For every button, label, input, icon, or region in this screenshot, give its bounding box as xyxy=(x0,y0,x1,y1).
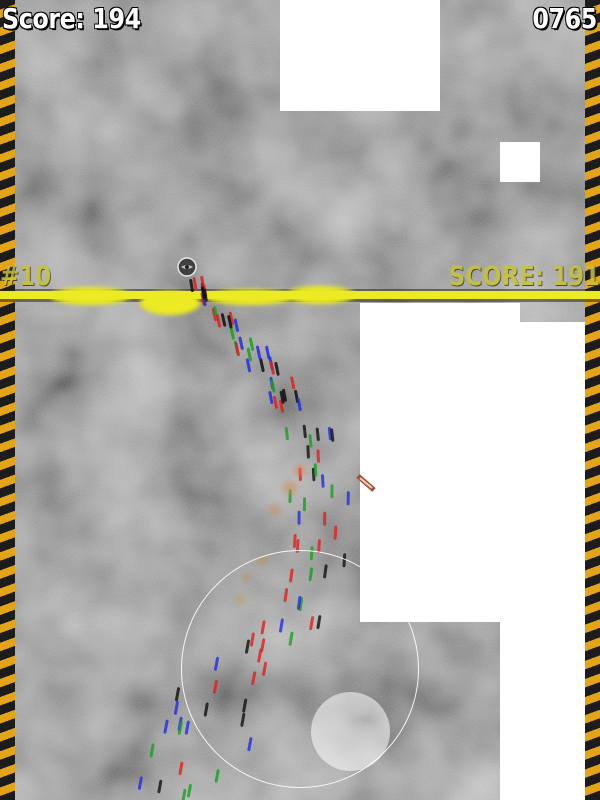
trail-particle xyxy=(330,428,335,442)
trail-particle xyxy=(284,426,289,441)
trail-particle xyxy=(157,779,163,794)
trail-particle xyxy=(211,308,217,322)
wall-block-bottom-right xyxy=(500,622,600,800)
trail-particle xyxy=(184,720,190,735)
trail-particle xyxy=(265,345,271,360)
trail-particle xyxy=(203,288,208,302)
player-ball-icon xyxy=(177,257,197,277)
trail-particle xyxy=(302,424,307,439)
trail-particle xyxy=(270,379,276,393)
trail-particle xyxy=(246,347,252,362)
trail-particle xyxy=(311,467,316,482)
trail-particle xyxy=(201,286,206,300)
wall-block-top xyxy=(280,0,440,111)
joystick-knob[interactable] xyxy=(311,692,390,771)
trail-particle xyxy=(181,788,187,800)
trail-particle xyxy=(269,361,275,375)
hazard-stripe-right xyxy=(585,0,600,800)
trail-particle xyxy=(295,539,300,553)
trail-particle xyxy=(315,427,320,441)
trail-particle xyxy=(189,278,194,293)
trail-particle xyxy=(228,311,234,326)
wall-block-large xyxy=(360,303,520,622)
timer-display: 0765 xyxy=(532,2,597,35)
trail-particle xyxy=(333,525,338,540)
trail-particle xyxy=(268,391,274,404)
trail-particle xyxy=(279,399,284,413)
trail-particle xyxy=(215,314,222,328)
trail-particle xyxy=(177,720,183,735)
trail-particle xyxy=(175,687,180,702)
trail-particle xyxy=(296,398,302,412)
trail-particle xyxy=(233,318,239,332)
wall-block-small xyxy=(500,142,540,182)
trail-particle xyxy=(256,345,262,360)
joystick-ring[interactable] xyxy=(181,550,419,788)
trail-particle xyxy=(187,784,192,798)
trail-particle xyxy=(313,463,318,477)
hazard-stripe-left xyxy=(0,0,15,800)
trail-particle xyxy=(316,449,320,463)
checkpoint-score: SCORE: 191 xyxy=(448,261,600,292)
trail-particle xyxy=(234,342,240,357)
checkpoint-number: #10 xyxy=(0,261,52,292)
trail-particle xyxy=(178,761,184,776)
trail-particle xyxy=(245,358,252,373)
trail-particle xyxy=(200,275,205,289)
trail-particle xyxy=(259,358,265,372)
trail-particle xyxy=(220,313,227,327)
trail-particle xyxy=(306,445,310,459)
trail-particle xyxy=(274,362,280,376)
trail-particle xyxy=(292,534,297,548)
trail-particle xyxy=(273,395,278,409)
checkpoint-line xyxy=(0,286,600,315)
trail-particle xyxy=(327,426,332,441)
trail-particle xyxy=(137,776,143,790)
trail-particle xyxy=(192,277,198,291)
trail-particle xyxy=(163,719,169,734)
trail-particle xyxy=(248,337,255,351)
trail-particle xyxy=(174,700,179,715)
trail-particle xyxy=(279,390,285,404)
trail-particle xyxy=(149,743,155,758)
trail-particle xyxy=(238,336,244,350)
debris-icon xyxy=(356,474,376,492)
score-display: Score: 194 xyxy=(2,2,141,35)
trail-particle xyxy=(282,388,287,402)
trail-particle xyxy=(321,474,325,488)
trail-particle xyxy=(214,769,220,783)
trail-particle xyxy=(227,315,233,329)
trail-particle xyxy=(308,434,313,448)
trail-particle xyxy=(317,539,321,554)
trail-particle xyxy=(229,326,235,340)
trail-particle xyxy=(290,376,296,390)
